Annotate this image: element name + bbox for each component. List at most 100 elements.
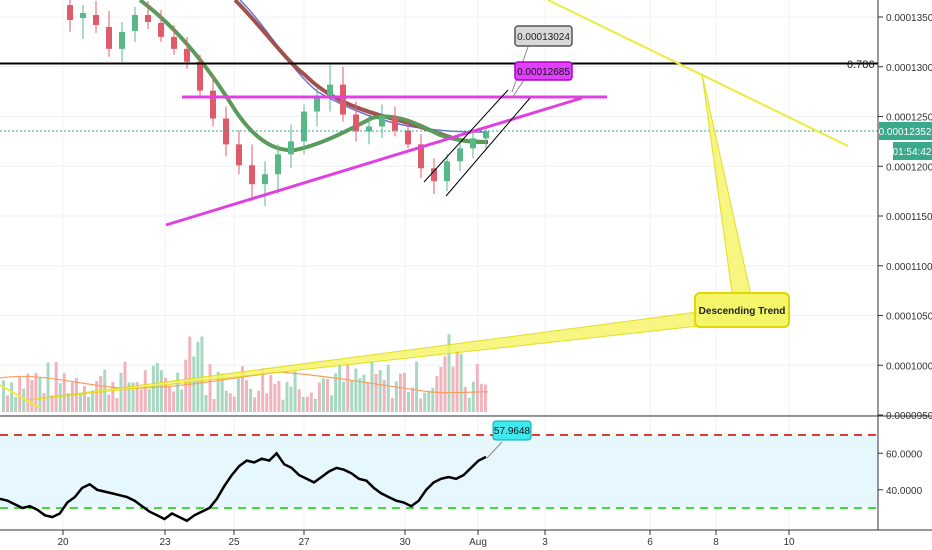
candle-body	[366, 126, 372, 132]
volume-bar	[228, 393, 232, 412]
volume-bar	[83, 385, 86, 412]
volume-bar	[390, 397, 394, 412]
rsi-callout[interactable]: 57.9648	[486, 420, 532, 459]
volume-bar	[127, 382, 131, 412]
volume-bar	[471, 381, 475, 412]
volume-bar	[479, 383, 483, 412]
volume-bar	[34, 373, 38, 412]
volume-bar	[293, 371, 297, 412]
date-tick-label: 25	[228, 537, 240, 548]
price-tick-label: 0.00009500	[886, 411, 932, 422]
volume-bar	[147, 389, 151, 412]
volume-bar	[366, 382, 370, 412]
candle-body	[67, 5, 73, 20]
volume-bar	[216, 371, 220, 412]
volume-bar	[374, 373, 378, 412]
date-tick-label: 10	[783, 537, 795, 548]
candle-body	[483, 131, 489, 139]
volume-bar	[66, 393, 70, 412]
candle-body	[301, 111, 307, 142]
volume-bar	[111, 381, 115, 412]
volume-bar	[135, 381, 139, 412]
volume-bar	[398, 373, 402, 412]
volume-bar	[459, 353, 463, 412]
callout-box	[514, 61, 573, 81]
volume-bar	[151, 365, 155, 412]
volume-bar	[447, 334, 451, 412]
volume-bar	[212, 399, 216, 412]
candle-body	[288, 141, 294, 155]
rsi-band	[0, 435, 878, 508]
rsi-callout-box	[492, 420, 532, 441]
date-tick-label: 20	[57, 537, 69, 548]
descending-trendline[interactable]	[547, 0, 849, 147]
volume-bar	[309, 392, 313, 412]
volume-bar	[370, 361, 374, 412]
annotation-box	[694, 292, 790, 328]
volume-bar	[382, 379, 386, 412]
annotation-text: Descending Trend	[699, 306, 786, 317]
volume-bar	[18, 376, 22, 412]
candle-body	[340, 84, 346, 115]
candle-body	[80, 13, 86, 18]
date-tick-label: 30	[399, 537, 411, 548]
volume-bar	[172, 391, 176, 412]
candle-body	[327, 84, 333, 97]
callout-0-00012685[interactable]: 0.00012685	[511, 61, 573, 99]
volume-bar	[224, 390, 228, 412]
candle-body	[262, 174, 268, 185]
volume-bar	[435, 376, 439, 412]
volume-bar	[475, 363, 479, 412]
volume-bar	[253, 397, 257, 412]
candle-body	[158, 22, 164, 37]
volume-bar	[346, 364, 350, 412]
volume-bar	[301, 396, 305, 412]
candle-body	[405, 130, 411, 145]
volume-bar	[305, 396, 309, 412]
descending-trend-annotation[interactable]: Descending Trend	[694, 292, 790, 328]
candle-body	[392, 116, 398, 131]
volume-bar	[350, 380, 354, 412]
volume-bar	[119, 372, 123, 412]
rsi-tick-label: 40.0000	[886, 486, 923, 497]
countdown-badge: 01:54:42	[893, 142, 932, 160]
volume-bar	[236, 378, 240, 412]
volume-bar	[30, 380, 34, 412]
volume-bar	[50, 395, 54, 412]
rsi-axis-ticks: 60.0000 40.0000	[878, 449, 923, 497]
volume-bar	[358, 378, 362, 412]
candle-body	[119, 31, 125, 49]
candle-body	[379, 116, 385, 127]
volume-bar	[245, 380, 248, 412]
candle-body	[93, 15, 99, 25]
volume-bar	[330, 395, 334, 412]
volume-bar	[42, 392, 46, 412]
volume-bar	[46, 362, 50, 412]
volume-bar	[6, 395, 10, 412]
volume-bar	[378, 369, 382, 412]
channel-upper-line	[423, 89, 509, 183]
ascending-support-trendline[interactable]	[165, 96, 583, 227]
date-axis-ticks: 20 23 25 27 30 Aug 3 6 8 10	[57, 530, 795, 548]
volume-bar	[200, 336, 204, 412]
volume-bar	[107, 394, 111, 412]
candle-body	[418, 144, 424, 169]
rising-channel[interactable]	[423, 89, 531, 197]
volume-bar	[115, 398, 119, 412]
volume-bar	[176, 372, 180, 412]
moving-average-green	[138, 0, 487, 153]
volume-bar	[38, 377, 42, 412]
volume-bar	[164, 377, 167, 412]
volume-bar	[99, 375, 103, 412]
descending-trendline-lower[interactable]	[0, 384, 41, 409]
volume-bar	[232, 396, 236, 412]
callout-pointer	[511, 79, 525, 99]
current-price-badge: 0.00012352	[879, 122, 932, 140]
volume-bar	[261, 368, 265, 412]
volume-bar	[159, 370, 163, 412]
date-tick-label: 23	[159, 537, 171, 548]
volume-bar	[402, 372, 406, 412]
